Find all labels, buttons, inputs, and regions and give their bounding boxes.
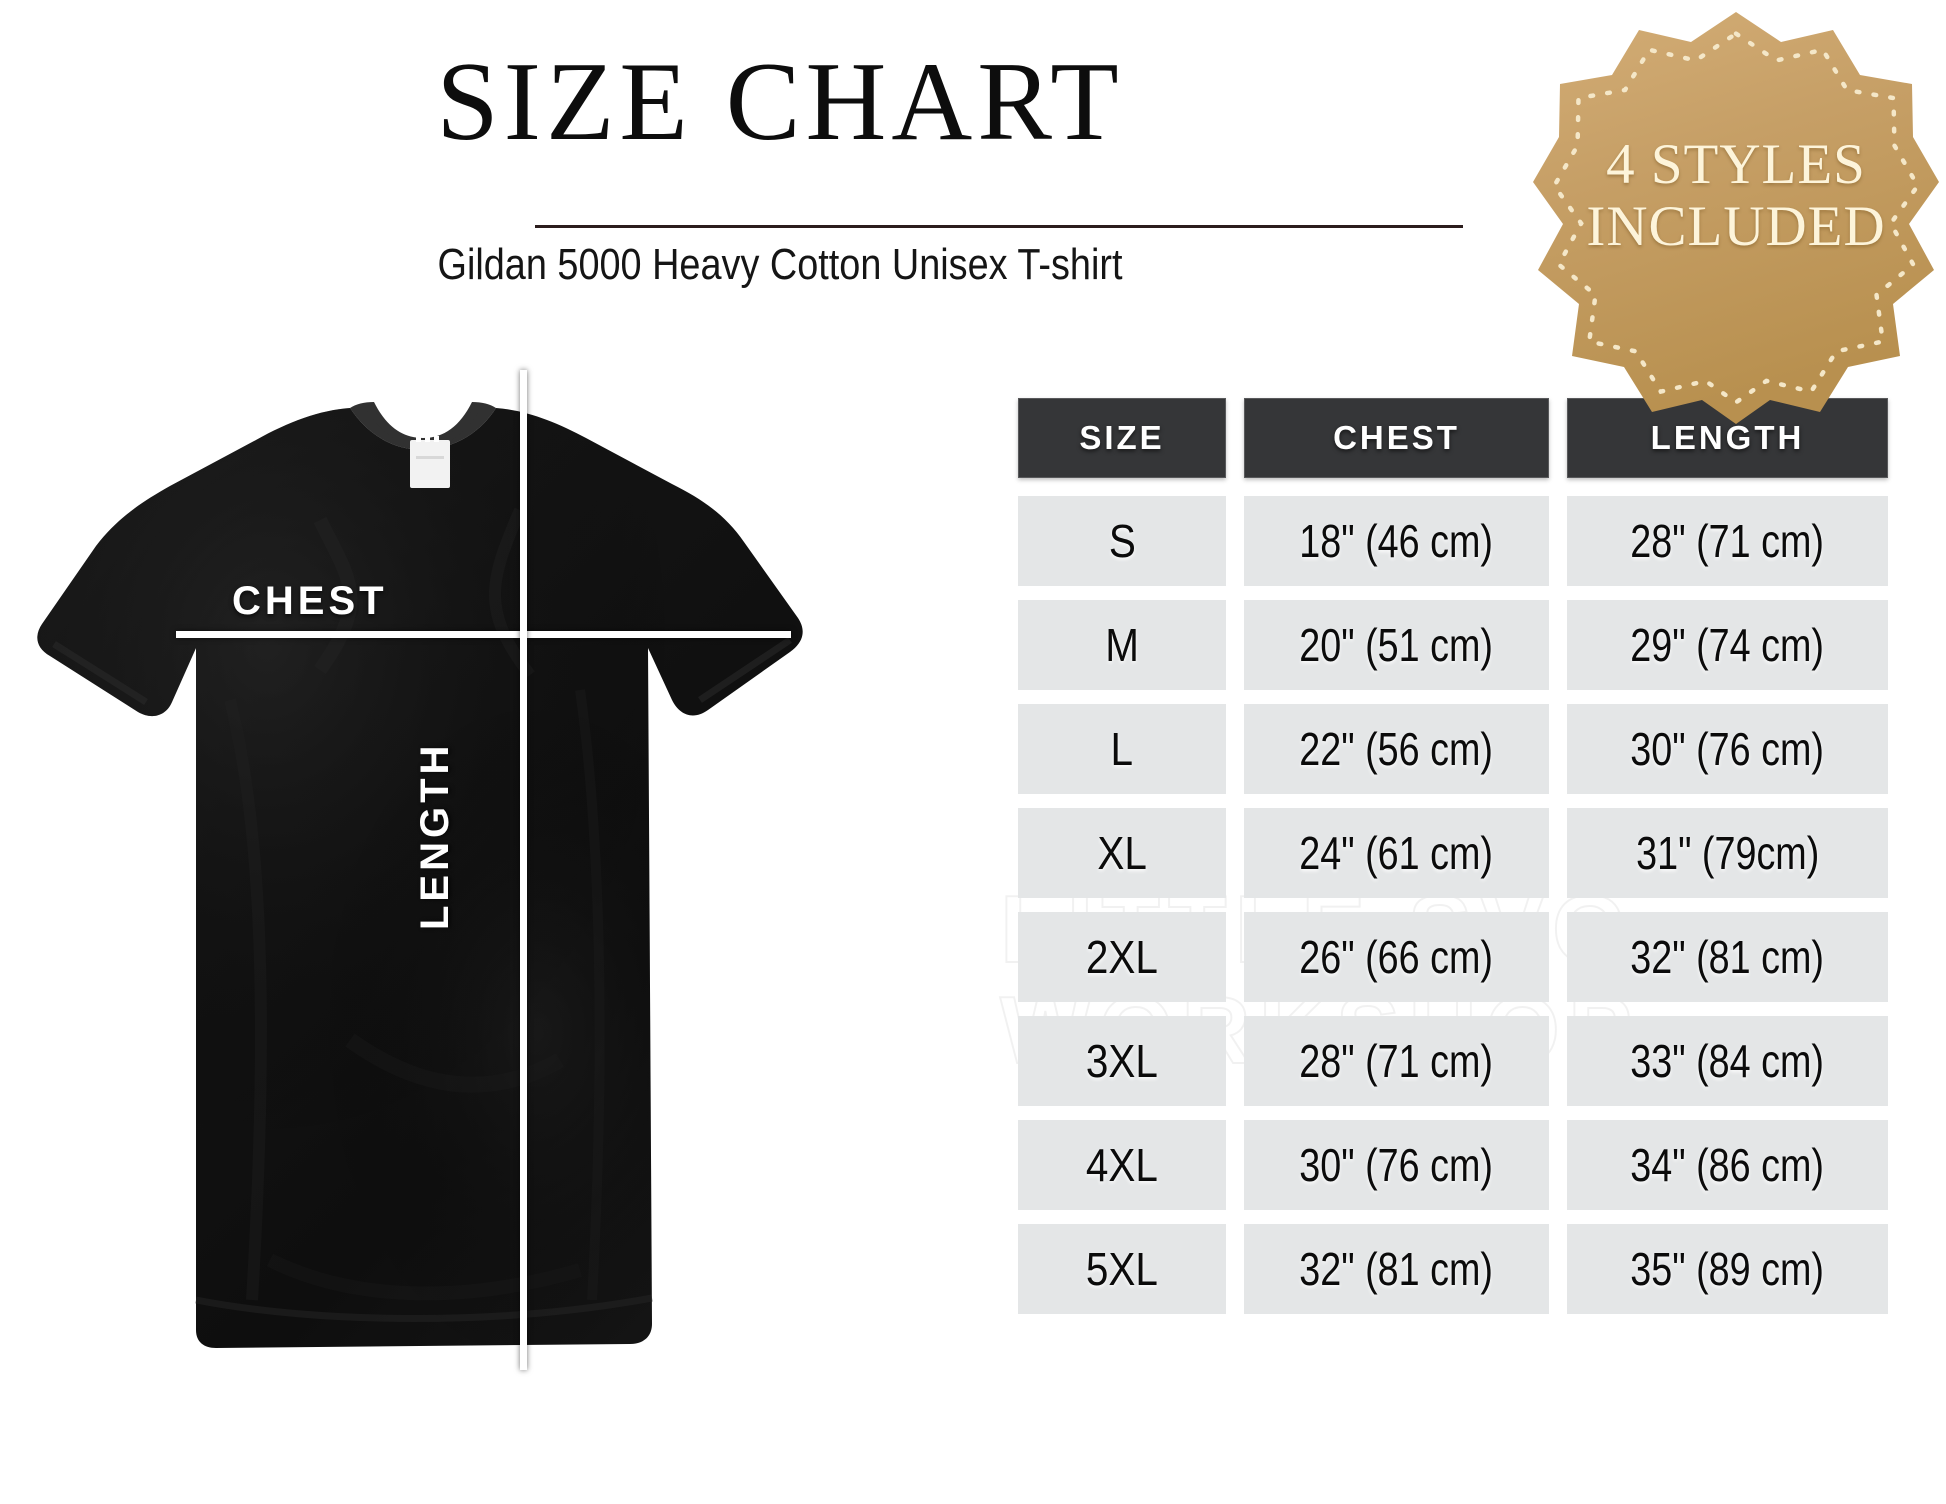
length-measure-line: [520, 370, 527, 1370]
styles-included-badge: 4 STYLES INCLUDED: [1530, 8, 1942, 428]
chest-measure-label: CHEST: [232, 579, 388, 623]
page-subtitle: Gildan 5000 Heavy Cotton Unisex T-shirt: [437, 240, 1123, 289]
size-table: SIZE CHEST LENGTH S 18" (46 cm) 28" (71 …: [1018, 398, 1898, 1328]
table-row: M 20" (51 cm) 29" (74 cm): [1018, 600, 1898, 690]
table-row: XL 24" (61 cm) 31" (79cm): [1018, 808, 1898, 898]
cell-chest: 32" (81 cm): [1244, 1224, 1549, 1314]
table-row: 2XL 26" (66 cm) 32" (81 cm): [1018, 912, 1898, 1002]
cell-size: M: [1018, 600, 1226, 690]
table-row: 5XL 32" (81 cm) 35" (89 cm): [1018, 1224, 1898, 1314]
cell-length: 29" (74 cm): [1567, 600, 1888, 690]
cell-size: 5XL: [1018, 1224, 1226, 1314]
page-title: SIZE CHART: [436, 40, 1124, 164]
cell-size: 3XL: [1018, 1016, 1226, 1106]
length-measure-label: LENGTH: [413, 741, 457, 930]
tshirt-illustration: CHEST LENGTH: [20, 370, 840, 1380]
chest-measure-line: [176, 631, 791, 638]
cell-length: 32" (81 cm): [1567, 912, 1888, 1002]
cell-chest: 30" (76 cm): [1244, 1120, 1549, 1210]
cell-chest: 18" (46 cm): [1244, 496, 1549, 586]
cell-size: XL: [1018, 808, 1226, 898]
cell-chest: 24" (61 cm): [1244, 808, 1549, 898]
table-row: L 22" (56 cm) 30" (76 cm): [1018, 704, 1898, 794]
cell-size: S: [1018, 496, 1226, 586]
table-row: S 18" (46 cm) 28" (71 cm): [1018, 496, 1898, 586]
cell-size: 4XL: [1018, 1120, 1226, 1210]
column-header-chest: CHEST: [1244, 398, 1549, 478]
cell-chest: 28" (71 cm): [1244, 1016, 1549, 1106]
cell-size: 2XL: [1018, 912, 1226, 1002]
cell-length: 31" (79cm): [1567, 808, 1888, 898]
seal-shape-icon: [1533, 12, 1939, 424]
cell-chest: 26" (66 cm): [1244, 912, 1549, 1002]
cell-length: 33" (84 cm): [1567, 1016, 1888, 1106]
cell-size: L: [1018, 704, 1226, 794]
table-header-row: SIZE CHEST LENGTH: [1018, 398, 1898, 478]
table-row: 4XL 30" (76 cm) 34" (86 cm): [1018, 1120, 1898, 1210]
cell-chest: 20" (51 cm): [1244, 600, 1549, 690]
cell-length: 34" (86 cm): [1567, 1120, 1888, 1210]
column-header-size: SIZE: [1018, 398, 1226, 478]
cell-length: 35" (89 cm): [1567, 1224, 1888, 1314]
title-divider: [535, 225, 1463, 228]
tshirt-icon: [37, 402, 803, 1348]
page-header: SIZE CHART Gildan 5000 Heavy Cotton Unis…: [0, 0, 1946, 300]
cell-length: 30" (76 cm): [1567, 704, 1888, 794]
cell-length: 28" (71 cm): [1567, 496, 1888, 586]
cell-chest: 22" (56 cm): [1244, 704, 1549, 794]
table-row: 3XL 28" (71 cm) 33" (84 cm): [1018, 1016, 1898, 1106]
